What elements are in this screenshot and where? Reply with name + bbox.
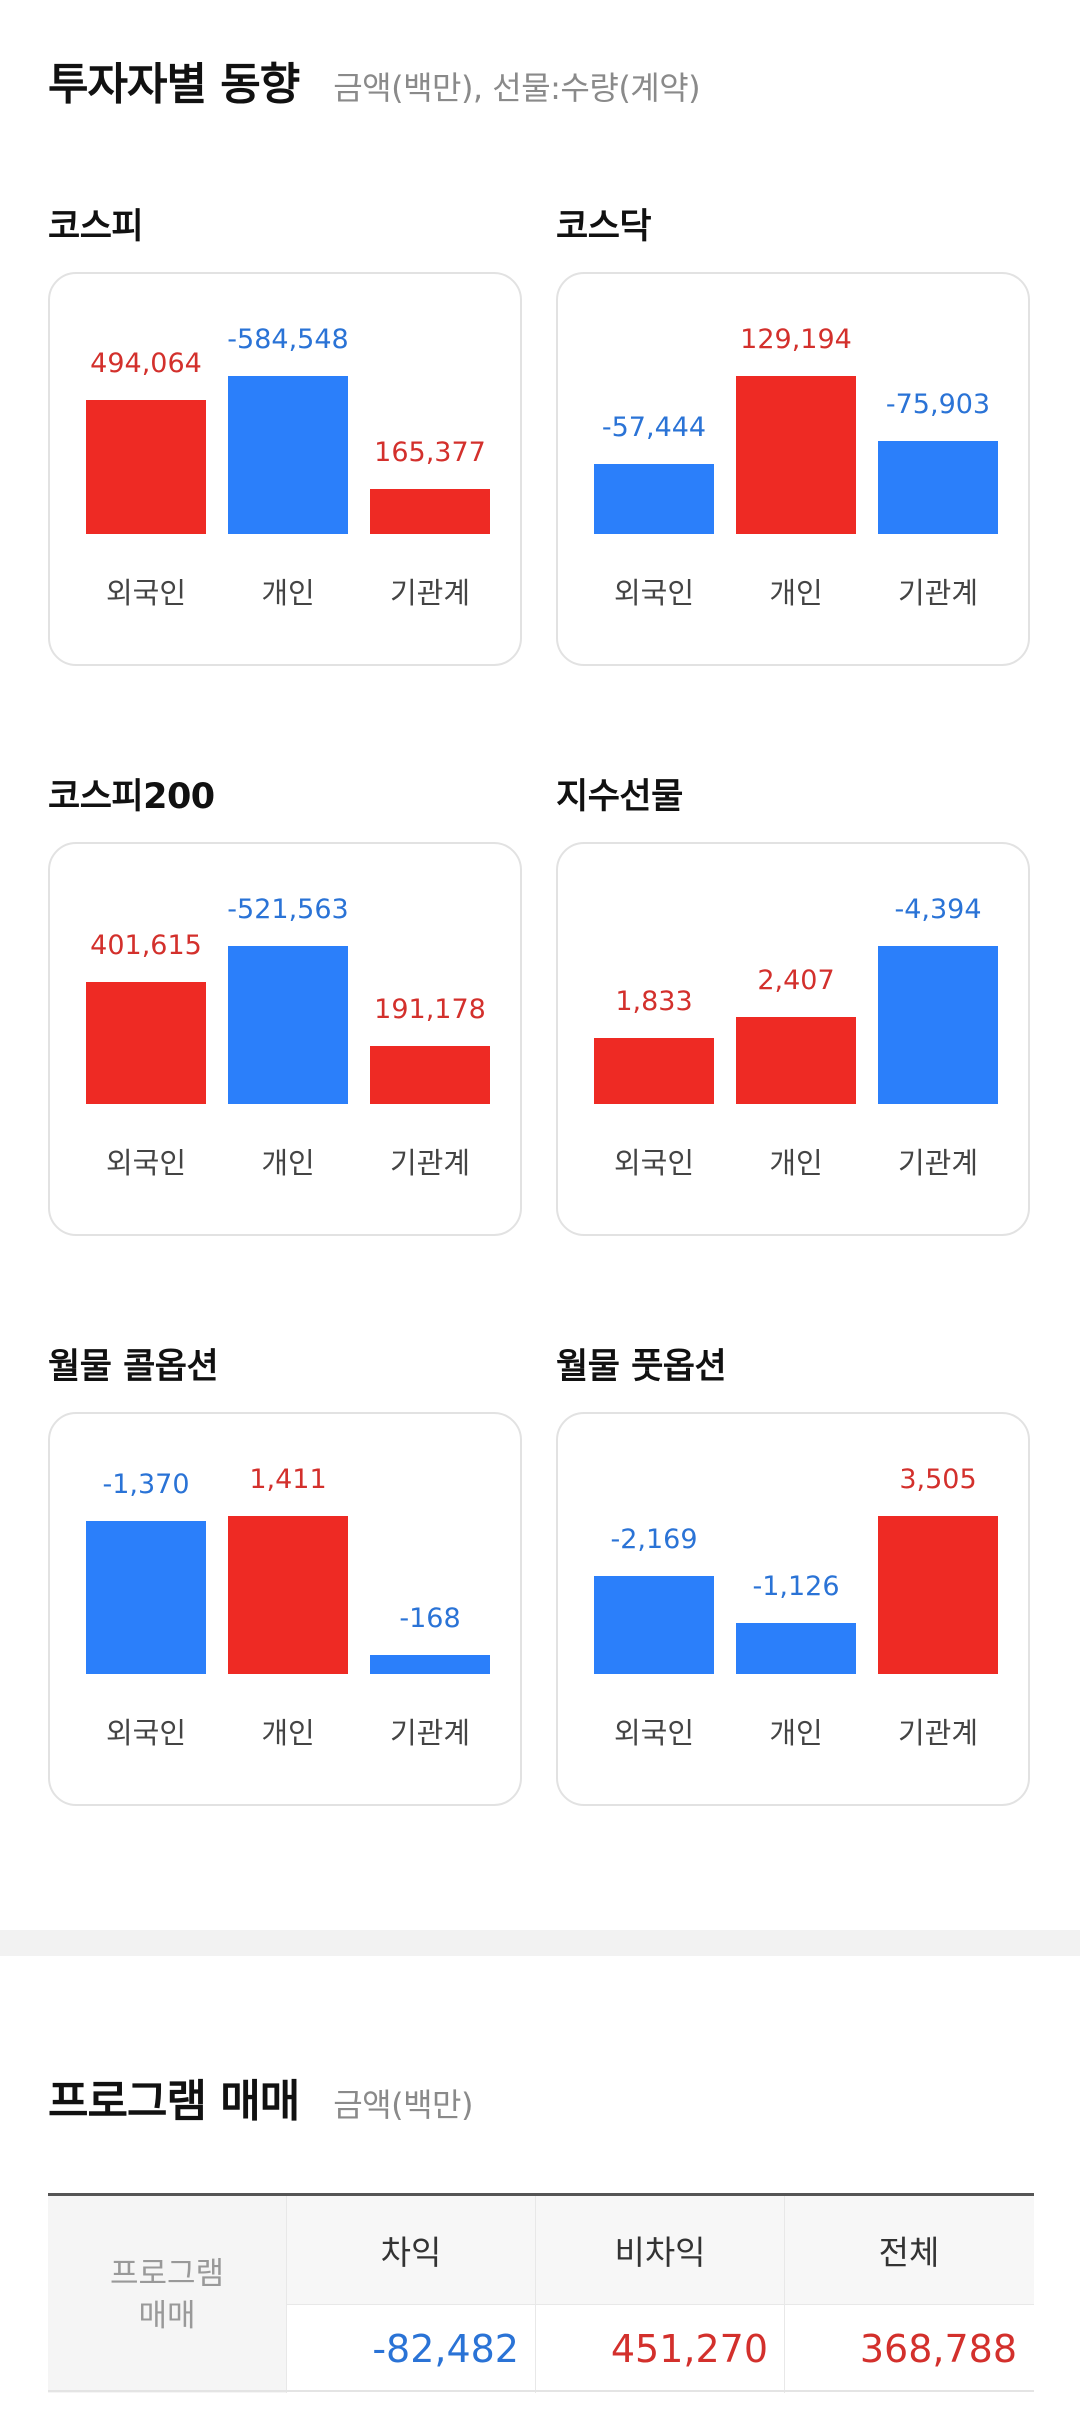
bar-mark: [86, 982, 206, 1104]
chart-title: 월물 콜옵션: [48, 1347, 219, 1387]
chart-title: 지수선물: [556, 777, 683, 817]
bar-value-label: -4,394: [894, 894, 982, 925]
chart-block: 코스피200 401,615 외국인 -521,563 개인 191,178 기관계: [48, 768, 522, 1236]
bar-mark: [594, 464, 714, 534]
value-cell-arbitrage: -82,482: [286, 2305, 535, 2393]
bar-value-label: -1,370: [102, 1469, 190, 1500]
program-trading-title: 프로그램 매매: [48, 2076, 300, 2127]
chart-title: 코스피200: [48, 777, 215, 817]
bar-value-label: 3,505: [899, 1464, 977, 1495]
chart-block: 코스피 494,064 외국인 -584,548 개인 165,377 기관계: [48, 198, 522, 666]
bar-category-label: 외국인: [105, 576, 187, 610]
chart-block: 월물 풋옵션 -2,169 외국인 -1,126 개인 3,505 기관계: [556, 1338, 1030, 1806]
header-total-label: 전체: [878, 2233, 940, 2272]
bar-mark: [878, 946, 998, 1104]
bar-value-label: 1,411: [249, 1464, 327, 1495]
bar-category-label: 개인: [769, 1146, 823, 1180]
investor-trends-title: 투자자별 동향: [48, 59, 300, 110]
bar-mark: [594, 1576, 714, 1674]
program-table-value-row: -82,482 451,270 368,788: [286, 2304, 1034, 2393]
bar-mark: [370, 1655, 490, 1674]
bar-category-label: 기관계: [897, 576, 979, 610]
bar-mark: [228, 1516, 348, 1674]
chart-title: 월물 풋옵션: [556, 1347, 727, 1387]
chart-block: 월물 콜옵션 -1,370 외국인 1,411 개인 -168 기관계: [48, 1338, 522, 1806]
bar-mark: [228, 946, 348, 1104]
program-row-label: 프로그램 매매: [48, 2196, 286, 2393]
bar-category-label: 기관계: [389, 1716, 471, 1750]
bar-category-label: 개인: [261, 1716, 315, 1750]
bar-category-label: 개인: [769, 576, 823, 610]
value-arbitrage: -82,482: [372, 2327, 519, 2371]
bar-value-label: -521,563: [227, 894, 349, 925]
value-non-arbitrage: 451,270: [610, 2327, 768, 2371]
chart-title: 코스피: [48, 207, 144, 247]
value-total: 368,788: [859, 2327, 1017, 2371]
bar-value-label: 191,178: [374, 994, 486, 1025]
header-cell-non-arbitrage: 비차익: [535, 2196, 784, 2304]
program-row-label-line2: 매매: [138, 2297, 196, 2334]
header-cell-arbitrage: 차익: [286, 2196, 535, 2304]
program-trading-unit-note: 금액(백만): [333, 2086, 473, 2124]
bar-value-label: 401,615: [90, 930, 202, 961]
header-arbitrage-label: 차익: [380, 2233, 442, 2272]
bar-category-label: 개인: [261, 576, 315, 610]
program-trading-table: 프로그램 매매 차익 비차익 전체 -82,482 451,270 368,78: [48, 2193, 1034, 2393]
bar-category-label: 개인: [769, 1716, 823, 1750]
bar-value-label: 1,833: [615, 986, 693, 1017]
bar-value-label: 494,064: [90, 348, 202, 379]
program-row-label-line1: 프로그램: [109, 2255, 225, 2292]
bar-category-label: 외국인: [105, 1146, 187, 1180]
bar-mark: [370, 1046, 490, 1104]
bar-mark: [594, 1038, 714, 1104]
bar-mark: [736, 1623, 856, 1674]
chart-card[interactable]: 401,615 외국인 -521,563 개인 191,178 기관계: [48, 842, 522, 1236]
chart-card[interactable]: -1,370 외국인 1,411 개인 -168 기관계: [48, 1412, 522, 1806]
section-divider: [0, 1930, 1080, 1956]
bar-category-label: 개인: [261, 1146, 315, 1180]
chart-block: 코스닥 -57,444 외국인 129,194 개인 -75,903 기관계: [556, 198, 1030, 666]
investor-trends-header: 투자자별 동향 금액(백만), 선물:수량(계약): [48, 48, 701, 112]
bar-value-label: 129,194: [740, 324, 852, 355]
bar-mark: [878, 441, 998, 534]
program-trading-header: 프로그램 매매 금액(백만): [48, 2065, 473, 2129]
bar-value-label: -75,903: [885, 389, 991, 420]
program-table-bottom-border: [48, 2390, 1034, 2392]
chart-block: 지수선물 1,833 외국인 2,407 개인 -4,394 기관계: [556, 768, 1030, 1236]
bar-value-label: 2,407: [757, 965, 835, 996]
chart-card[interactable]: 494,064 외국인 -584,548 개인 165,377 기관계: [48, 272, 522, 666]
bar-category-label: 기관계: [897, 1716, 979, 1750]
bar-value-label: 165,377: [374, 437, 486, 468]
header-non-arbitrage-label: 비차익: [614, 2233, 706, 2272]
header-cell-total: 전체: [784, 2196, 1033, 2304]
bar-mark: [736, 1017, 856, 1104]
bar-mark: [86, 400, 206, 534]
bar-value-label: -1,126: [752, 1571, 840, 1602]
bar-mark: [878, 1516, 998, 1674]
program-table-header-row: 차익 비차익 전체: [286, 2196, 1034, 2304]
bar-category-label: 외국인: [613, 1146, 695, 1180]
chart-card[interactable]: 1,833 외국인 2,407 개인 -4,394 기관계: [556, 842, 1030, 1236]
bar-value-label: -584,548: [227, 324, 349, 355]
bar-category-label: 외국인: [613, 576, 695, 610]
bar-mark: [228, 376, 348, 534]
bar-value-label: -2,169: [610, 1524, 698, 1555]
value-cell-non-arbitrage: 451,270: [535, 2305, 784, 2393]
bar-category-label: 기관계: [389, 1146, 471, 1180]
bar-value-label: -168: [399, 1603, 461, 1634]
value-cell-total: 368,788: [784, 2305, 1033, 2393]
chart-title: 코스닥: [556, 207, 652, 247]
bar-category-label: 기관계: [389, 576, 471, 610]
investor-trends-unit-note: 금액(백만), 선물:수량(계약): [333, 69, 701, 107]
bar-category-label: 외국인: [613, 1716, 695, 1750]
bar-value-label: -57,444: [601, 412, 707, 443]
bar-category-label: 외국인: [105, 1716, 187, 1750]
bar-mark: [736, 376, 856, 534]
bar-mark: [86, 1521, 206, 1674]
bar-mark: [370, 489, 490, 534]
chart-card[interactable]: -57,444 외국인 129,194 개인 -75,903 기관계: [556, 272, 1030, 666]
bar-category-label: 기관계: [897, 1146, 979, 1180]
chart-card[interactable]: -2,169 외국인 -1,126 개인 3,505 기관계: [556, 1412, 1030, 1806]
